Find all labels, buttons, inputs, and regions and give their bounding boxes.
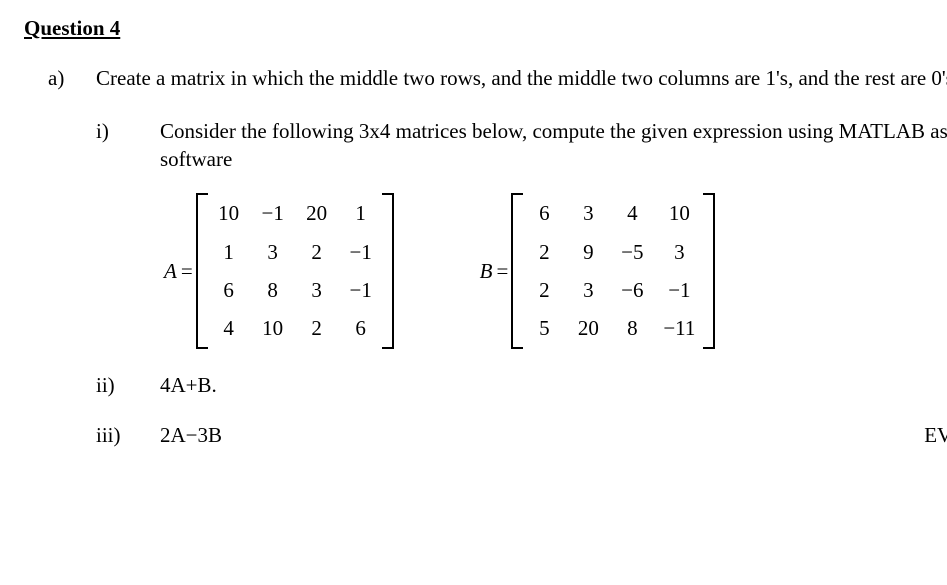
matrix-cell: 5 [531,314,557,342]
matrix-cell: 2 [531,238,557,266]
bracket-right-icon [382,193,394,348]
subpart-i: i) Consider the following 3x4 matrices b… [96,117,947,174]
matrix-cell: 10 [260,314,286,342]
matrix-cell: 8 [260,276,286,304]
matrix-cell: 4 [216,314,242,342]
subpart-ii-label: ii) [96,371,160,399]
matrix-cell: −11 [663,314,695,342]
matrix-a-name: A [164,257,177,285]
matrix-cell: 10 [216,199,242,227]
subpart-ii-expression: 4A+B. [160,371,217,399]
part-a-text: Create a matrix in which the middle two … [96,64,947,92]
matrix-cell: 2 [304,238,330,266]
matrix-cell: 6 [216,276,242,304]
matrix-cell: 2 [531,276,557,304]
matrix-cell: −6 [619,276,645,304]
question-heading: Question 4 [24,14,947,42]
part-a-label: a) [48,64,96,92]
matrix-b-name: B [480,257,493,285]
matrix-cell: 1 [348,199,374,227]
subpart-i-text: Consider the following 3x4 matrices belo… [160,117,947,174]
matrix-cell: 3 [663,238,695,266]
ev-tag: EV:9 [924,421,947,449]
matrix-cell: 3 [260,238,286,266]
matrix-cell: −1 [348,238,374,266]
matrix-cell: 3 [575,199,601,227]
bracket-left-icon [511,193,523,348]
matrix-cell: −5 [619,238,645,266]
matrix-cell: 4 [619,199,645,227]
subpart-iii: iii) 2A−3B EV:9 [96,421,947,449]
matrix-cell: 6 [348,314,374,342]
matrix-b-equals: = [497,257,509,285]
matrix-cell: 1 [216,238,242,266]
matrix-cell: −1 [348,276,374,304]
matrix-b-brackets: 6 3 4 10 2 9 −5 3 2 3 −6 −1 5 20 8 −11 [511,193,715,348]
bracket-right-icon [703,193,715,348]
bracket-left-icon [196,193,208,348]
matrix-cell: 8 [619,314,645,342]
matrix-a: A = 10 −1 20 1 1 3 2 −1 6 8 3 −1 4 10 2 … [164,193,394,348]
matrix-cell: 3 [575,276,601,304]
subpart-iii-expression: 2A−3B [160,421,222,449]
matrix-cell: 9 [575,238,601,266]
subpart-ii: ii) 4A+B. [96,371,947,399]
matrix-cell: −1 [663,276,695,304]
subpart-i-label: i) [96,117,160,145]
matrices-row: A = 10 −1 20 1 1 3 2 −1 6 8 3 −1 4 10 2 … [164,193,947,348]
matrix-cell: 3 [304,276,330,304]
matrix-cell: 20 [575,314,601,342]
matrix-a-equals: = [181,257,193,285]
matrix-a-brackets: 10 −1 20 1 1 3 2 −1 6 8 3 −1 4 10 2 6 [196,193,394,348]
matrix-cell: 2 [304,314,330,342]
matrix-cell: 20 [304,199,330,227]
matrix-b-grid: 6 3 4 10 2 9 −5 3 2 3 −6 −1 5 20 8 −11 [523,193,703,348]
matrix-cell: 10 [663,199,695,227]
matrix-cell: −1 [260,199,286,227]
subpart-iii-label: iii) [96,421,160,449]
matrix-a-grid: 10 −1 20 1 1 3 2 −1 6 8 3 −1 4 10 2 6 [208,193,382,348]
matrix-b: B = 6 3 4 10 2 9 −5 3 2 3 −6 −1 5 20 8 −… [480,193,716,348]
matrix-cell: 6 [531,199,557,227]
part-a: a) Create a matrix in which the middle t… [48,64,947,92]
